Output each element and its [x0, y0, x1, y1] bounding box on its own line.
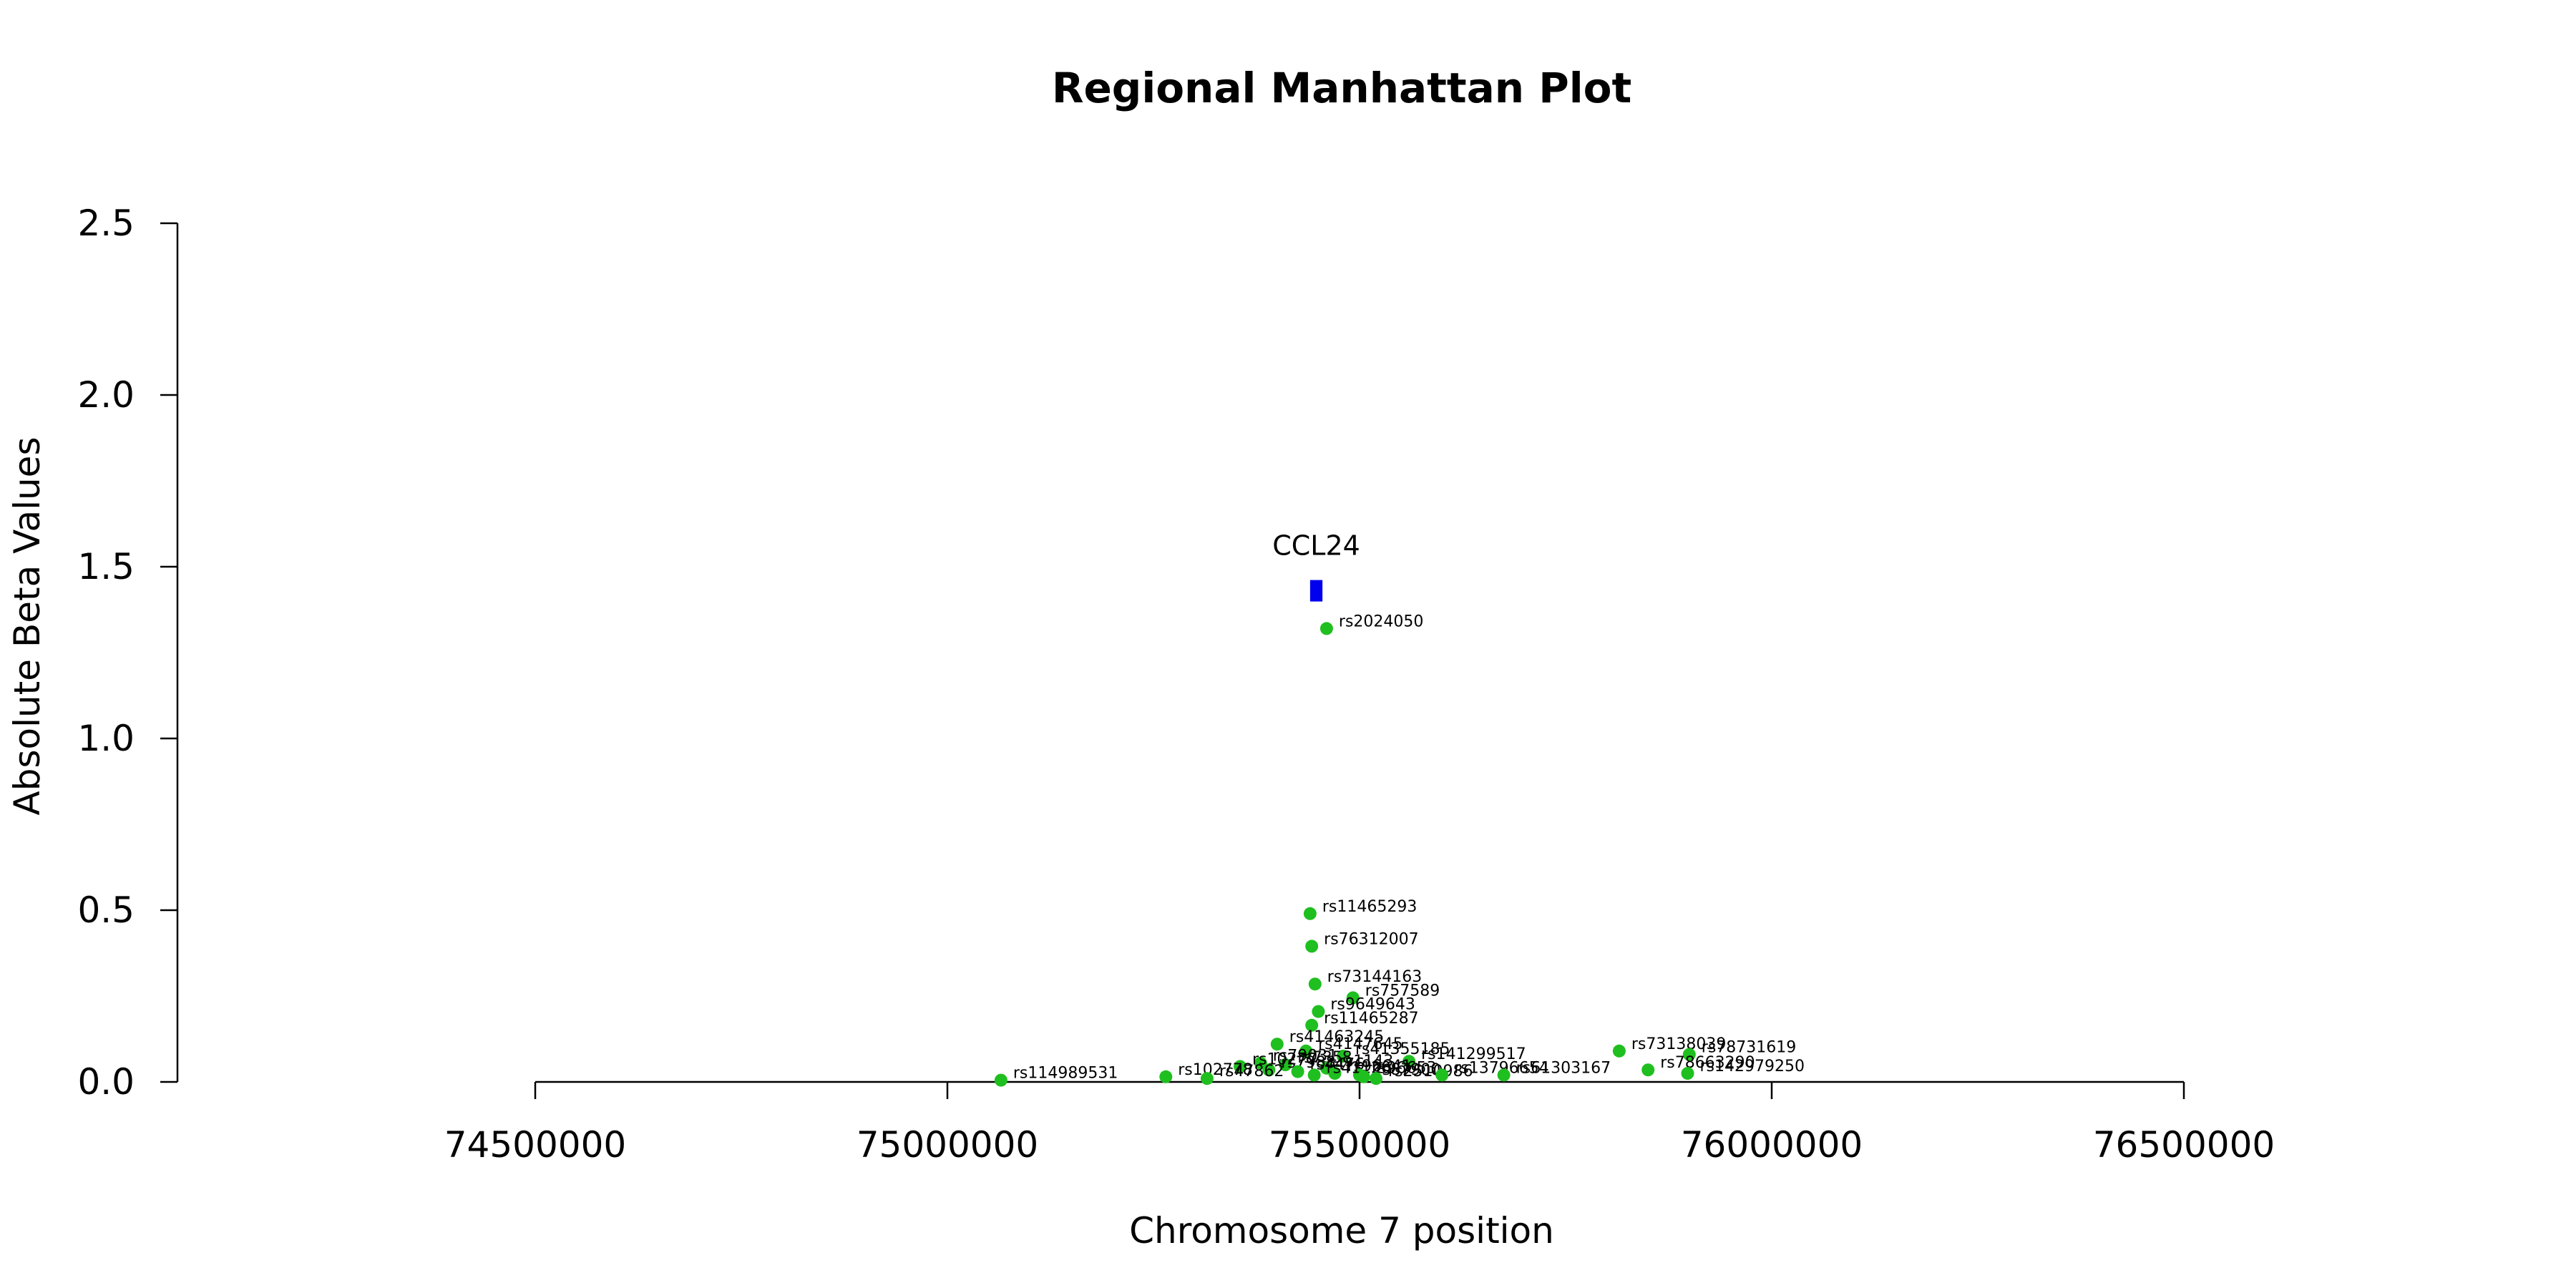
snp-label: rs2510986 [1388, 1063, 1473, 1080]
snp-label: rs102778 [1178, 1061, 1253, 1079]
snp-label: rs76312007 [1324, 930, 1418, 948]
snp-point [1328, 1067, 1342, 1080]
x-tick-label: 76500000 [2093, 1124, 2275, 1166]
x-tick-label: 74500000 [444, 1124, 627, 1166]
snp-point [1262, 1063, 1276, 1077]
snp-label: rs73138039 [1631, 1035, 1726, 1053]
snp-label: rs11465287 [1324, 1010, 1418, 1028]
y-axis-label: Absolute Beta Values [6, 437, 48, 816]
snp-label: rs87900 [1376, 1061, 1441, 1079]
snp-point [1279, 1058, 1292, 1071]
snp-point [1312, 1005, 1325, 1018]
snp-label: rs78731619 [1702, 1039, 1796, 1057]
snp-label: rs757589 [1365, 982, 1440, 1000]
snp-point [1233, 1060, 1246, 1073]
snp-label: rs11465293 [1322, 898, 1417, 916]
snp-point [1159, 1070, 1173, 1083]
snp-label: rs61303167 [1516, 1059, 1611, 1077]
snp-label: rs9649643 [1330, 996, 1415, 1014]
snp-label: rs7988 [1281, 1054, 1336, 1072]
snp-point [1336, 1050, 1350, 1063]
snp-label: rs41355185 [1355, 1040, 1450, 1058]
snp-point [1641, 1063, 1655, 1077]
snp-point [1303, 907, 1317, 920]
snp-label: rs142979250 [1699, 1058, 1804, 1075]
snp-label: rs96653 [1372, 1059, 1437, 1077]
y-tick-label: 1.5 [77, 546, 135, 587]
snp-point [1346, 991, 1360, 1005]
x-axis: 74500000 75000000 75500000 76000000 76500000 [444, 1080, 2275, 1166]
snp-point [1370, 1072, 1383, 1085]
y-axis: 0.0 0.5 1.0 1.5 2.0 2.5 [77, 203, 179, 1103]
snp-label: rs2024050 [1339, 613, 1424, 630]
snp-point [1402, 1055, 1416, 1068]
snp-points: rs2024050rs11465293rs76312007rs73144163r… [994, 613, 1805, 1087]
gene-label: CCL24 [1272, 530, 1360, 562]
snp-point [1497, 1068, 1511, 1082]
snp-label: rs114989531 [1013, 1065, 1118, 1083]
snp-label: rs73144163 [1327, 968, 1422, 986]
y-tick-label: 0.5 [77, 889, 135, 931]
snp-label: rs78663290 [1660, 1054, 1755, 1072]
snp-point [1357, 1070, 1370, 1083]
gene-bar [1309, 580, 1323, 602]
snp-label: rs1143 [1339, 1053, 1394, 1070]
gene-track: CCL24 [1272, 530, 1360, 602]
snp-point [1682, 1048, 1696, 1061]
snp-point [1270, 1038, 1284, 1051]
snp-label: rs47862 [1219, 1063, 1284, 1080]
snp-point [1307, 1068, 1321, 1082]
y-tick-label: 2.0 [77, 374, 135, 416]
snp-label: rs10277 [1252, 1050, 1317, 1068]
y-tick-label: 0.0 [77, 1061, 135, 1103]
y-tick-label: 2.5 [77, 203, 135, 244]
snp-point [1305, 940, 1319, 953]
snp-point [1308, 977, 1322, 991]
snp-point [1200, 1072, 1214, 1085]
x-tick-label: 75500000 [1269, 1124, 1451, 1166]
snp-point [1299, 1044, 1313, 1058]
x-tick-label: 76000000 [1681, 1124, 1863, 1166]
snp-point [1435, 1068, 1449, 1082]
snp-label: rs4147645 [1318, 1035, 1403, 1053]
chart-title: Regional Manhattan Plot [1052, 64, 1631, 112]
snp-point [1291, 1065, 1304, 1078]
y-tick-label: 1.0 [77, 718, 135, 759]
snp-point [1681, 1067, 1694, 1080]
snp-point [1319, 622, 1333, 635]
x-tick-label: 75000000 [857, 1124, 1039, 1166]
snp-label: rs41463245 [1289, 1028, 1384, 1046]
snp-point [1612, 1044, 1626, 1058]
snp-label: rs141299517 [1421, 1045, 1526, 1063]
snp-point [994, 1073, 1008, 1087]
snp-point [1305, 1018, 1319, 1032]
x-axis-label: Chromosome 7 position [1129, 1210, 1554, 1252]
